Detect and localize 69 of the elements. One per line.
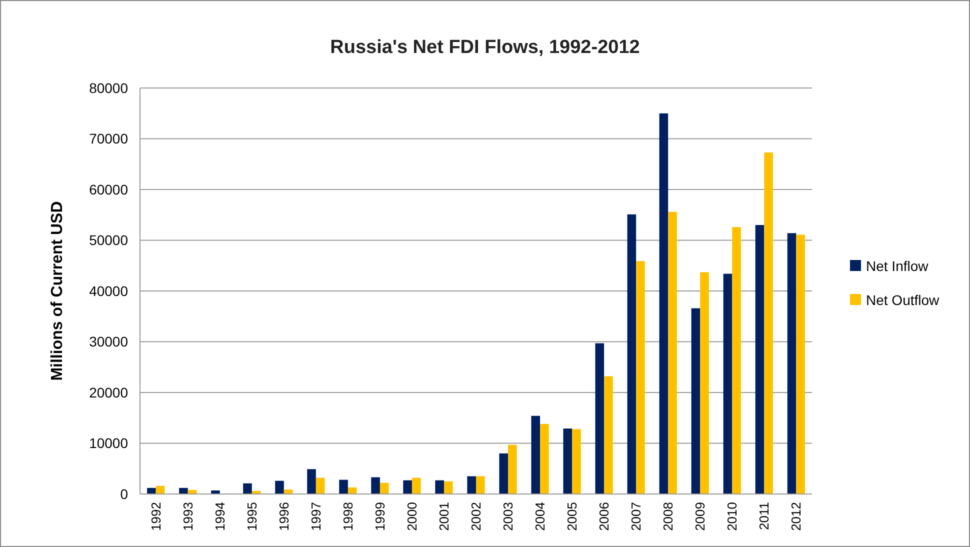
y-tick-label: 10000 [89, 435, 128, 452]
y-tick-label: 40000 [89, 282, 128, 299]
bar [467, 476, 476, 494]
x-tick-label: 2005 [564, 502, 580, 531]
bar [316, 478, 325, 494]
legend-label: Net Inflow [866, 258, 930, 274]
x-tick-label: 2001 [436, 502, 452, 531]
bar [627, 214, 636, 494]
bar [796, 234, 805, 494]
x-tick-label: 1992 [148, 502, 164, 531]
bar [732, 227, 741, 494]
x-tick-label: 1997 [308, 502, 324, 531]
bar [764, 152, 773, 494]
x-tick-label: 2009 [692, 502, 708, 531]
y-axis-title: Millions of Current USD [49, 201, 66, 381]
y-tick-label: 50000 [89, 232, 128, 248]
x-tick-label: 2003 [500, 502, 516, 531]
x-tick-label: 2011 [756, 502, 772, 530]
bar [339, 480, 348, 494]
y-tick-label: 0 [120, 486, 128, 502]
x-tick-label: 2008 [660, 502, 676, 531]
bar [371, 477, 380, 494]
bar [563, 428, 572, 494]
bar [636, 261, 645, 494]
x-tick-label: 2007 [628, 502, 644, 531]
bar [412, 478, 421, 494]
x-tick-label: 2006 [596, 502, 612, 531]
bar [275, 480, 284, 494]
x-tick-label: 2004 [532, 502, 548, 531]
bar [444, 481, 453, 494]
bar [179, 488, 188, 494]
bar [691, 308, 700, 494]
bar [604, 376, 613, 494]
x-tick-label: 1996 [276, 502, 292, 531]
x-tick-label: 1994 [212, 502, 228, 531]
x-tick-label: 1993 [180, 502, 196, 531]
bar [508, 444, 517, 494]
bar [787, 233, 796, 494]
y-tick-label: 30000 [89, 334, 128, 350]
x-tick-label: 2010 [724, 502, 740, 531]
y-tick-label: 20000 [89, 384, 128, 400]
x-tick-label: 2012 [788, 502, 804, 531]
x-tick-label: 1998 [340, 502, 356, 531]
y-tick-label: 80000 [89, 80, 128, 96]
bar [147, 488, 156, 494]
bar [499, 453, 508, 494]
bar [307, 469, 316, 494]
bar [540, 424, 549, 494]
bar [243, 483, 252, 494]
bar [755, 225, 764, 494]
y-tick-label: 70000 [89, 130, 128, 147]
x-tick-label: 1995 [244, 502, 260, 531]
bar [659, 113, 668, 494]
x-tick-label: 2002 [468, 502, 484, 531]
x-tick-label: 1999 [372, 502, 388, 531]
bar [595, 343, 604, 494]
bar [723, 274, 732, 494]
legend-label: Net Outflow [866, 292, 940, 308]
bar [476, 476, 485, 494]
chart-title: Russia's Net FDI Flows, 1992-2012 [330, 37, 640, 58]
bar [435, 480, 444, 494]
bar [700, 272, 709, 494]
bar [668, 212, 677, 494]
bar [403, 480, 412, 494]
x-tick-label: 2000 [404, 502, 420, 531]
bar [531, 416, 540, 494]
bar [380, 482, 389, 494]
bar [572, 429, 581, 494]
y-tick-label: 60000 [89, 181, 128, 198]
